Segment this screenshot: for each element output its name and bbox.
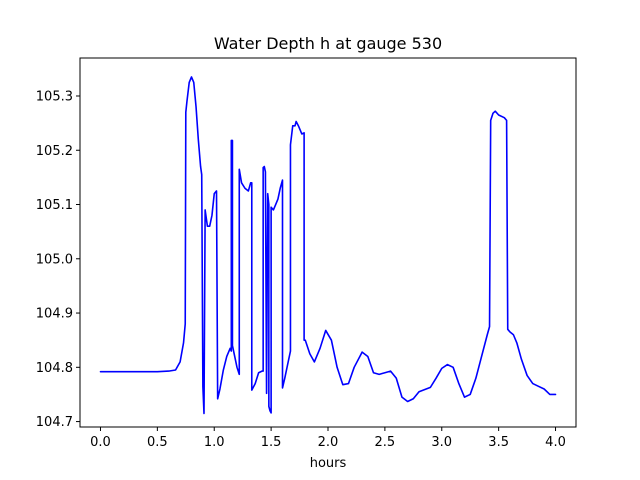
y-axis: 104.7 104.8 104.9 105.0 105.1 105.2 105.3	[36, 89, 80, 430]
x-tick-label: 2.0	[318, 435, 339, 450]
x-axis: 0.0 0.5 1.0 1.5 2.0 2.5 3.0 3.5 4.0	[90, 427, 566, 450]
x-tick-label: 3.0	[431, 435, 452, 450]
x-tick-label: 1.5	[261, 435, 282, 450]
y-tick-label: 105.2	[36, 144, 73, 159]
y-tick-label: 105.1	[36, 198, 73, 213]
x-tick-label: 0.5	[147, 435, 168, 450]
x-tick-label: 0.0	[90, 435, 111, 450]
series-line	[99, 76, 557, 415]
x-axis-label: hours	[310, 456, 347, 471]
y-tick-label: 104.9	[36, 307, 73, 322]
x-tick-label: 2.5	[375, 435, 396, 450]
x-tick-label: 1.0	[204, 435, 225, 450]
y-tick-label: 105.0	[36, 252, 73, 267]
x-tick-label: 3.5	[488, 435, 509, 450]
y-tick-label: 104.8	[36, 361, 73, 376]
y-tick-label: 105.3	[36, 89, 73, 104]
plot-series-group	[99, 76, 557, 415]
x-tick-label: 4.0	[545, 435, 566, 450]
y-tick-label: 104.7	[36, 415, 73, 430]
chart-title: Water Depth h at gauge 530	[214, 34, 442, 53]
plot-frame	[79, 57, 577, 428]
